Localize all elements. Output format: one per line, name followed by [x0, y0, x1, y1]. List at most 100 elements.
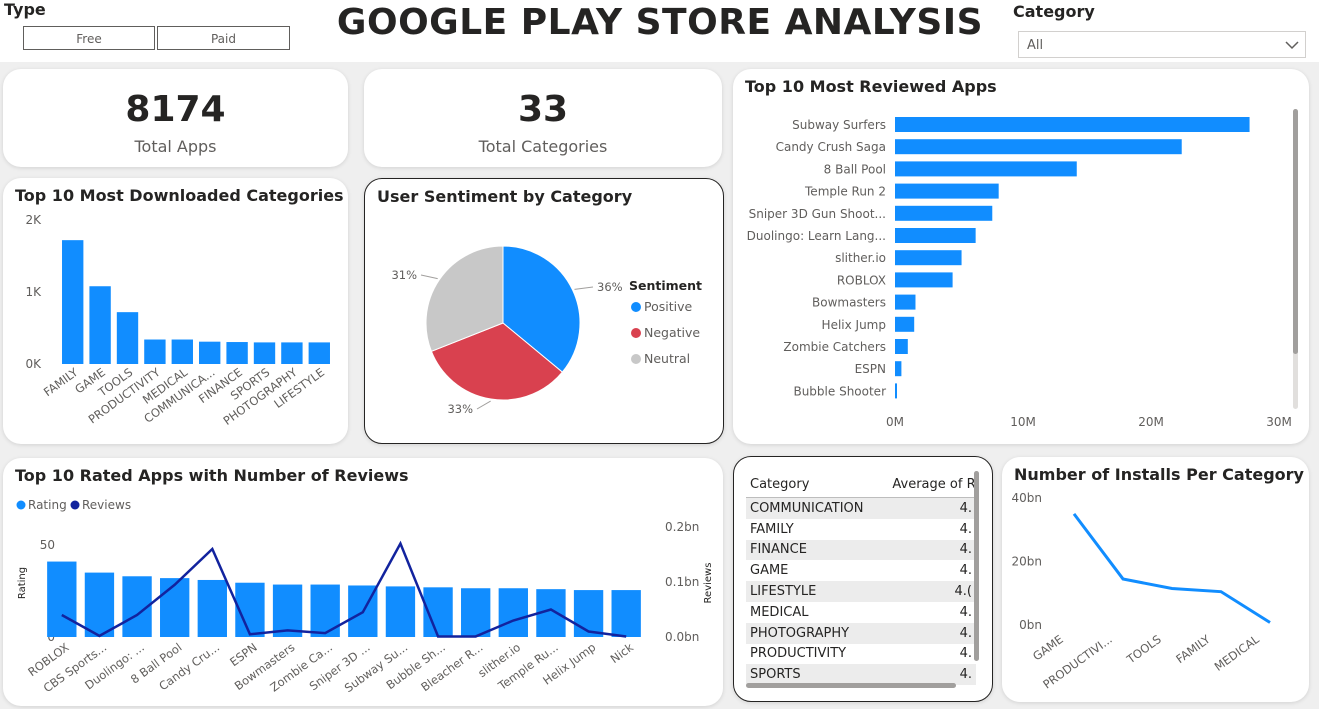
- bar[interactable]: [461, 588, 490, 637]
- table-hscroll-thumb[interactable]: [746, 683, 956, 688]
- bar[interactable]: [89, 286, 110, 364]
- bar[interactable]: [895, 383, 897, 398]
- y-tick-label: ESPN: [855, 362, 886, 376]
- y-tick-label: Sniper 3D Gun Shoot...: [749, 207, 886, 221]
- bar[interactable]: [895, 339, 908, 354]
- table-header-average-rating[interactable]: Average of Rati: [874, 471, 976, 498]
- bar[interactable]: [254, 342, 275, 364]
- bar[interactable]: [386, 586, 415, 637]
- bar[interactable]: [895, 184, 999, 199]
- bar[interactable]: [895, 295, 915, 310]
- category-slicer-label: Category: [1013, 2, 1095, 21]
- table-row[interactable]: FAMILY 4.: [746, 519, 976, 540]
- type-slicer-label: Type: [4, 0, 46, 19]
- reviewed-card: Top 10 Most Reviewed Apps Subway Surfers…: [733, 69, 1309, 444]
- total-apps-card: 8174 Total Apps: [3, 69, 348, 167]
- category-dropdown-value: All: [1027, 38, 1043, 53]
- bar[interactable]: [309, 342, 330, 364]
- pie-leader-line: [477, 401, 491, 409]
- pie-leader-line: [574, 287, 593, 289]
- bar[interactable]: [612, 590, 641, 637]
- x-tick-label: 20M: [1138, 415, 1164, 429]
- bar[interactable]: [144, 340, 165, 364]
- bar[interactable]: [47, 562, 76, 637]
- bar[interactable]: [226, 342, 247, 364]
- legend-title: Sentiment: [629, 278, 702, 293]
- bar[interactable]: [895, 317, 914, 332]
- x-tick-label: MEDICAL: [1212, 632, 1263, 674]
- y-tick-label: 40bn: [1012, 491, 1043, 505]
- category-rating-table: Category Average of Rati COMMUNICATION4.…: [746, 471, 976, 685]
- table-vscroll-thumb[interactable]: [974, 471, 979, 661]
- bar[interactable]: [895, 228, 976, 243]
- y-tick-label: 8 Ball Pool: [824, 162, 886, 176]
- table-row[interactable]: PRODUCTIVITY 4.: [746, 644, 976, 665]
- bar[interactable]: [895, 161, 1077, 176]
- y2-axis-label: Reviews: [703, 563, 714, 604]
- bar[interactable]: [199, 342, 220, 364]
- x-tick-label: 0M: [886, 415, 904, 429]
- legend-marker: [631, 328, 641, 338]
- bar[interactable]: [895, 206, 992, 221]
- total-categories-card: 33 Total Categories: [364, 69, 722, 167]
- table-header-category[interactable]: Category: [746, 471, 874, 498]
- total-apps-label: Total Apps: [3, 137, 348, 156]
- bar[interactable]: [895, 117, 1250, 132]
- y-tick-label: Duolingo: Learn Lang...: [747, 229, 886, 243]
- bar[interactable]: [895, 139, 1182, 154]
- y-tick-label: Candy Crush Saga: [776, 140, 886, 154]
- table-cell-average-rating: 4.(: [874, 581, 976, 602]
- bar[interactable]: [172, 340, 193, 364]
- table-row[interactable]: COMMUNICATION 4.: [746, 498, 976, 519]
- legend-marker: [631, 302, 641, 312]
- table-row[interactable]: MEDICAL 4.: [746, 602, 976, 623]
- legend-item[interactable]: Negative: [644, 325, 700, 340]
- type-free-button[interactable]: Free: [23, 26, 155, 50]
- y-tick-label: 0K: [25, 357, 42, 371]
- x-tick-label: GAME: [1030, 632, 1066, 663]
- legend-marker: [71, 501, 80, 510]
- table-cell-average-rating: 4.: [874, 623, 976, 644]
- table-cell-average-rating: 4.: [874, 560, 976, 581]
- x-tick-label: TOOLS: [1123, 632, 1163, 667]
- legend-item[interactable]: Neutral: [644, 351, 690, 366]
- table-row[interactable]: GAME 4.: [746, 560, 976, 581]
- bar[interactable]: [117, 312, 138, 364]
- bar[interactable]: [895, 361, 901, 376]
- pie-data-label: 33%: [447, 402, 473, 416]
- y-tick-label: Subway Surfers: [792, 118, 886, 132]
- y-tick-label: 0bn: [1019, 618, 1042, 632]
- bar[interactable]: [62, 240, 83, 364]
- sentiment-card: User Sentiment by Category 36% 33% 31% Sent…: [364, 178, 724, 444]
- reviewed-scrollbar-thumb[interactable]: [1293, 109, 1298, 354]
- bar[interactable]: [281, 342, 302, 364]
- legend-item[interactable]: Rating: [28, 498, 67, 512]
- table-cell-category: COMMUNICATION: [746, 498, 874, 519]
- bar[interactable]: [895, 272, 953, 287]
- table-cell-average-rating: 4.: [874, 540, 976, 561]
- y-axis-label: Rating: [17, 567, 28, 599]
- sentiment-pie-chart: 36%33%31%SentimentPositiveNegativeNeutra…: [365, 179, 723, 443]
- legend-item[interactable]: Reviews: [82, 498, 131, 512]
- table-row[interactable]: LIFESTYLE 4.(: [746, 581, 976, 602]
- installs-line[interactable]: [1074, 514, 1270, 623]
- bar[interactable]: [499, 588, 528, 637]
- bar[interactable]: [273, 585, 302, 637]
- bar[interactable]: [85, 573, 114, 637]
- type-paid-button[interactable]: Paid: [157, 26, 290, 50]
- pie-leader-line: [421, 275, 438, 279]
- table-row[interactable]: FINANCE 4.: [746, 540, 976, 561]
- table-cell-category: GAME: [746, 560, 874, 581]
- y-tick-label: Helix Jump: [822, 318, 886, 332]
- bar[interactable]: [895, 250, 962, 265]
- bar[interactable]: [198, 580, 227, 637]
- legend-item[interactable]: Positive: [644, 299, 692, 314]
- category-dropdown[interactable]: All: [1018, 31, 1306, 58]
- bar[interactable]: [160, 578, 189, 637]
- pie-data-label: 31%: [391, 268, 417, 282]
- y-tick-label: slither.io: [835, 251, 886, 265]
- bar[interactable]: [311, 585, 340, 637]
- bar[interactable]: [574, 590, 603, 637]
- table-row[interactable]: PHOTOGRAPHY 4.: [746, 623, 976, 644]
- legend-marker: [17, 501, 26, 510]
